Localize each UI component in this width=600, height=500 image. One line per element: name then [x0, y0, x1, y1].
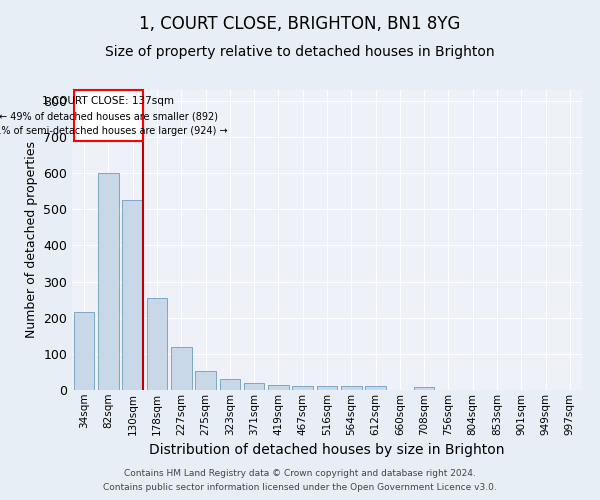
Bar: [171, 348, 191, 390]
Text: 1, COURT CLOSE, BRIGHTON, BN1 8YG: 1, COURT CLOSE, BRIGHTON, BN1 8YG: [139, 15, 461, 33]
Bar: [195, 371, 216, 390]
Bar: [98, 173, 119, 390]
Bar: [268, 384, 289, 390]
Bar: [365, 386, 386, 390]
Text: ← 49% of detached houses are smaller (892): ← 49% of detached houses are smaller (89…: [0, 111, 218, 121]
Bar: [244, 383, 265, 390]
X-axis label: Distribution of detached houses by size in Brighton: Distribution of detached houses by size …: [149, 443, 505, 457]
Bar: [317, 386, 337, 390]
Bar: [220, 379, 240, 390]
Bar: [74, 312, 94, 390]
Text: Contains public sector information licensed under the Open Government Licence v3: Contains public sector information licen…: [103, 484, 497, 492]
Bar: [341, 386, 362, 390]
Text: Size of property relative to detached houses in Brighton: Size of property relative to detached ho…: [105, 45, 495, 59]
Bar: [146, 298, 167, 390]
Bar: [414, 387, 434, 390]
Text: 1 COURT CLOSE: 137sqm: 1 COURT CLOSE: 137sqm: [43, 96, 175, 106]
Bar: [122, 200, 143, 390]
Text: 51% of semi-detached houses are larger (924) →: 51% of semi-detached houses are larger (…: [0, 126, 228, 136]
Y-axis label: Number of detached properties: Number of detached properties: [25, 142, 38, 338]
FancyBboxPatch shape: [74, 90, 143, 140]
Bar: [292, 386, 313, 390]
Text: Contains HM Land Registry data © Crown copyright and database right 2024.: Contains HM Land Registry data © Crown c…: [124, 468, 476, 477]
